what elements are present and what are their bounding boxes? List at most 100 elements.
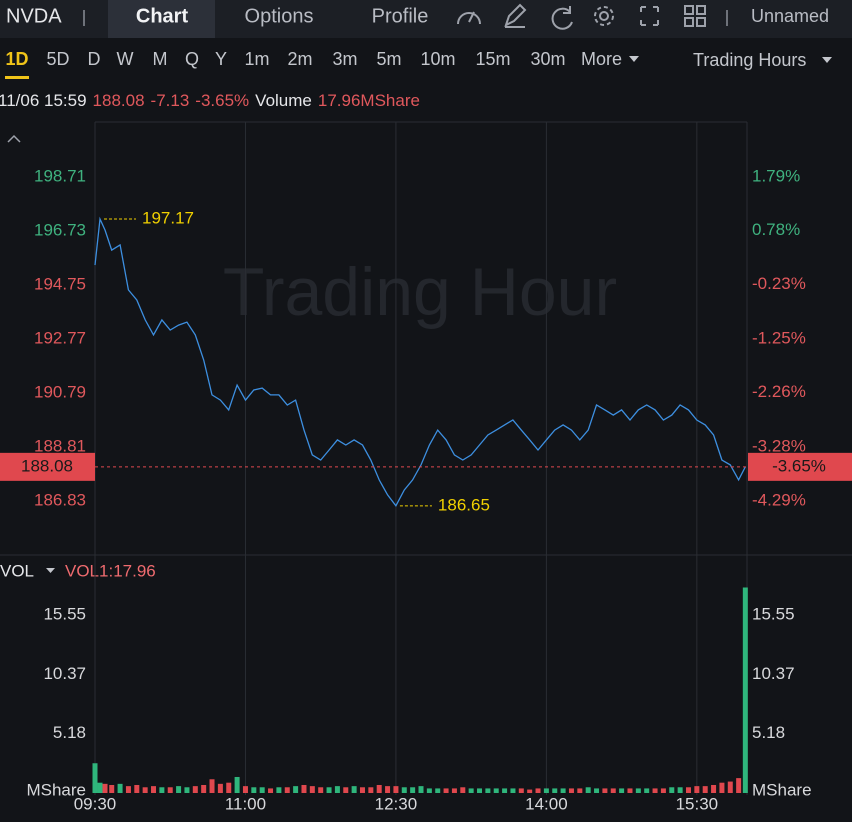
quote-price: 188.08 [93,91,145,110]
quote-volume: 17.96MShare [318,91,420,110]
volume-bar [102,783,108,793]
volume-bar [268,788,274,793]
collapse-icon[interactable] [7,134,21,143]
x-tick-label: 11:00 [225,794,266,813]
y-tick-label: 188.81 [34,436,86,455]
volume-bar [669,787,675,793]
interval[interactable]: 30m [530,49,565,69]
volume-bar [619,788,625,793]
interval[interactable]: D [88,49,101,69]
icon-layout-1[interactable] [684,5,694,15]
volume-bar [326,787,332,793]
y-tick-label: 192.77 [34,328,86,347]
volume-bar [435,788,441,793]
last-price-label: 188.08 [21,456,73,475]
volume-bar [477,788,483,793]
interval[interactable]: 3m [332,49,357,69]
interval[interactable]: 1m [244,49,269,69]
icon-draw[interactable] [504,3,527,28]
volume-bar [97,782,103,793]
interval[interactable]: 5m [376,49,401,69]
watermark: Trading Hour [223,254,617,330]
volume-bar [343,787,349,793]
volume-bar [560,788,566,793]
session-selector[interactable]: Trading Hours [693,50,806,70]
last-pct-label: -3.65% [772,456,826,475]
icon-fullscreen[interactable] [640,6,659,26]
interval[interactable]: Y [215,49,227,69]
volume-bar [159,787,165,793]
volume-bar [502,788,508,793]
toolbar-icons [457,3,706,30]
volume-bar [259,787,265,793]
volume-legend: VOL1:17.96 [65,561,156,580]
x-tick-label: 09:30 [74,794,117,813]
icon-settings[interactable] [594,6,614,26]
interval-more[interactable]: More [581,49,622,69]
volume-bar [234,776,240,793]
layout-name[interactable]: Unnamed [751,6,829,26]
volume-bar [543,788,549,793]
volume-bar [451,788,457,793]
y2-tick-label: 0.78% [752,220,800,239]
icon-layout-4 [696,17,706,27]
icon-gauge[interactable] [457,12,481,25]
session-arrow[interactable] [822,57,832,63]
volume-bar [293,786,299,793]
volume-bar [309,786,315,793]
y2-tick-label: -2.26% [752,382,806,401]
tab[interactable]: Options [245,5,314,27]
volume-bar [510,788,516,793]
interval[interactable]: 10m [420,49,455,69]
volume-bar [460,787,466,793]
volume-bar [493,788,499,793]
volume-bar [635,788,641,793]
volume-bar [209,779,215,793]
volume-bar [627,788,633,793]
volume-bar [184,787,190,793]
volume-bar [535,788,541,793]
symbol[interactable]: NVDA [6,5,62,27]
volume-bar [201,784,207,793]
volume-bar [242,786,248,793]
interval[interactable]: 1D [5,49,28,69]
quote-line: 11/06 15:59 188.08 -7.13 -3.65% Volume 17.96M… [0,91,420,110]
volume-title[interactable]: VOL [0,561,34,580]
y-tick-label: 196.73 [34,221,86,240]
volume-bar [226,782,232,793]
volume-bar [468,788,474,793]
volume-menu-arrow[interactable] [46,568,55,573]
icon-refresh[interactable] [551,6,573,30]
volume-bar [685,787,691,793]
x-tick-label: 14:00 [525,794,568,813]
interval[interactable]: Q [185,49,199,69]
volume-bar [527,789,533,793]
volume-bar [585,787,591,793]
volume-bar [594,788,600,793]
volume-bar [644,788,650,793]
volume-bar [742,587,748,793]
interval[interactable]: M [153,49,168,69]
vol-tick-label: 5.18 [53,723,86,742]
tab[interactable]: Chart [136,5,189,27]
volume-bar [318,787,324,793]
interval[interactable]: 5D [46,49,69,69]
volume-bar [552,788,558,793]
more-arrow[interactable] [629,56,639,62]
volume-bar [518,788,524,793]
y2-tick-label: -0.23% [752,274,806,293]
y2-tick-label: 1.79% [752,166,800,185]
volume-bar [125,786,131,793]
interval[interactable]: W [117,49,134,69]
interval[interactable]: 15m [475,49,510,69]
tab[interactable]: Profile [372,5,429,27]
vol-tick-label: 15.55 [43,605,86,624]
volume-bar [736,778,742,793]
volume-bar [92,763,98,793]
volume-unit-left: MShare [26,780,86,799]
volume-bar [176,786,182,793]
interval[interactable]: 2m [287,49,312,69]
volume-bar [677,787,683,793]
vol-tick-label-right: 10.37 [752,664,795,683]
volume-bar [301,784,307,793]
